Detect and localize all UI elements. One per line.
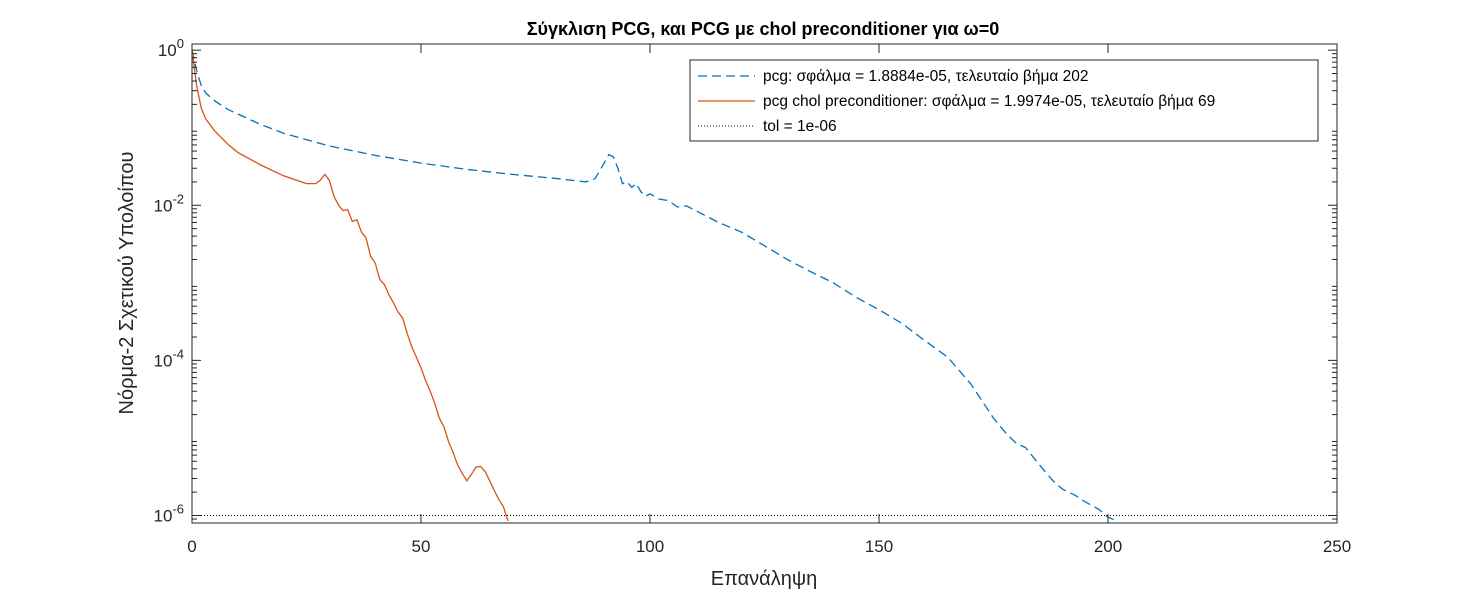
- series-layer: [191, 49, 1337, 522]
- legend-label-pcg-chol: pcg chol preconditioner: σφάλμα = 1.9974…: [763, 93, 1215, 110]
- y-axis-label: Νόρμα-2 Σχετικού Υπολοίπου: [116, 152, 138, 415]
- x-tick-label: 100: [636, 537, 664, 556]
- x-tick-label: 0: [187, 537, 196, 556]
- y-tick-label: 100: [158, 36, 184, 60]
- series-line-0: [191, 49, 1118, 522]
- legend-label-tol: tol = 1e-06: [763, 118, 837, 135]
- series-line-1: [191, 50, 509, 522]
- x-tick-label: 50: [412, 537, 431, 556]
- y-tick-label: 10-2: [154, 191, 184, 215]
- x-axis-label: Επανάληψη: [711, 568, 817, 590]
- chart-title: Σύγκλιση PCG, και PCG με chol preconditi…: [527, 19, 1000, 39]
- legend-label-pcg: pcg: σφάλμα = 1.8884e-05, τελευταίο βήμα…: [763, 68, 1089, 85]
- y-tick-label: 10-6: [154, 501, 184, 525]
- x-tick-label: 200: [1094, 537, 1122, 556]
- legend-box: [689, 59, 1319, 142]
- x-tick-label: 150: [865, 537, 893, 556]
- x-tick-label: 250: [1323, 537, 1351, 556]
- legend: pcg: σφάλμα = 1.8884e-05, τελευταίο βήμα…: [689, 59, 1319, 142]
- tick-layer: 0 50 100 150 200 250 10-6 10-4 10-2 100: [154, 36, 1352, 556]
- y-tick-label: 10-4: [154, 346, 184, 370]
